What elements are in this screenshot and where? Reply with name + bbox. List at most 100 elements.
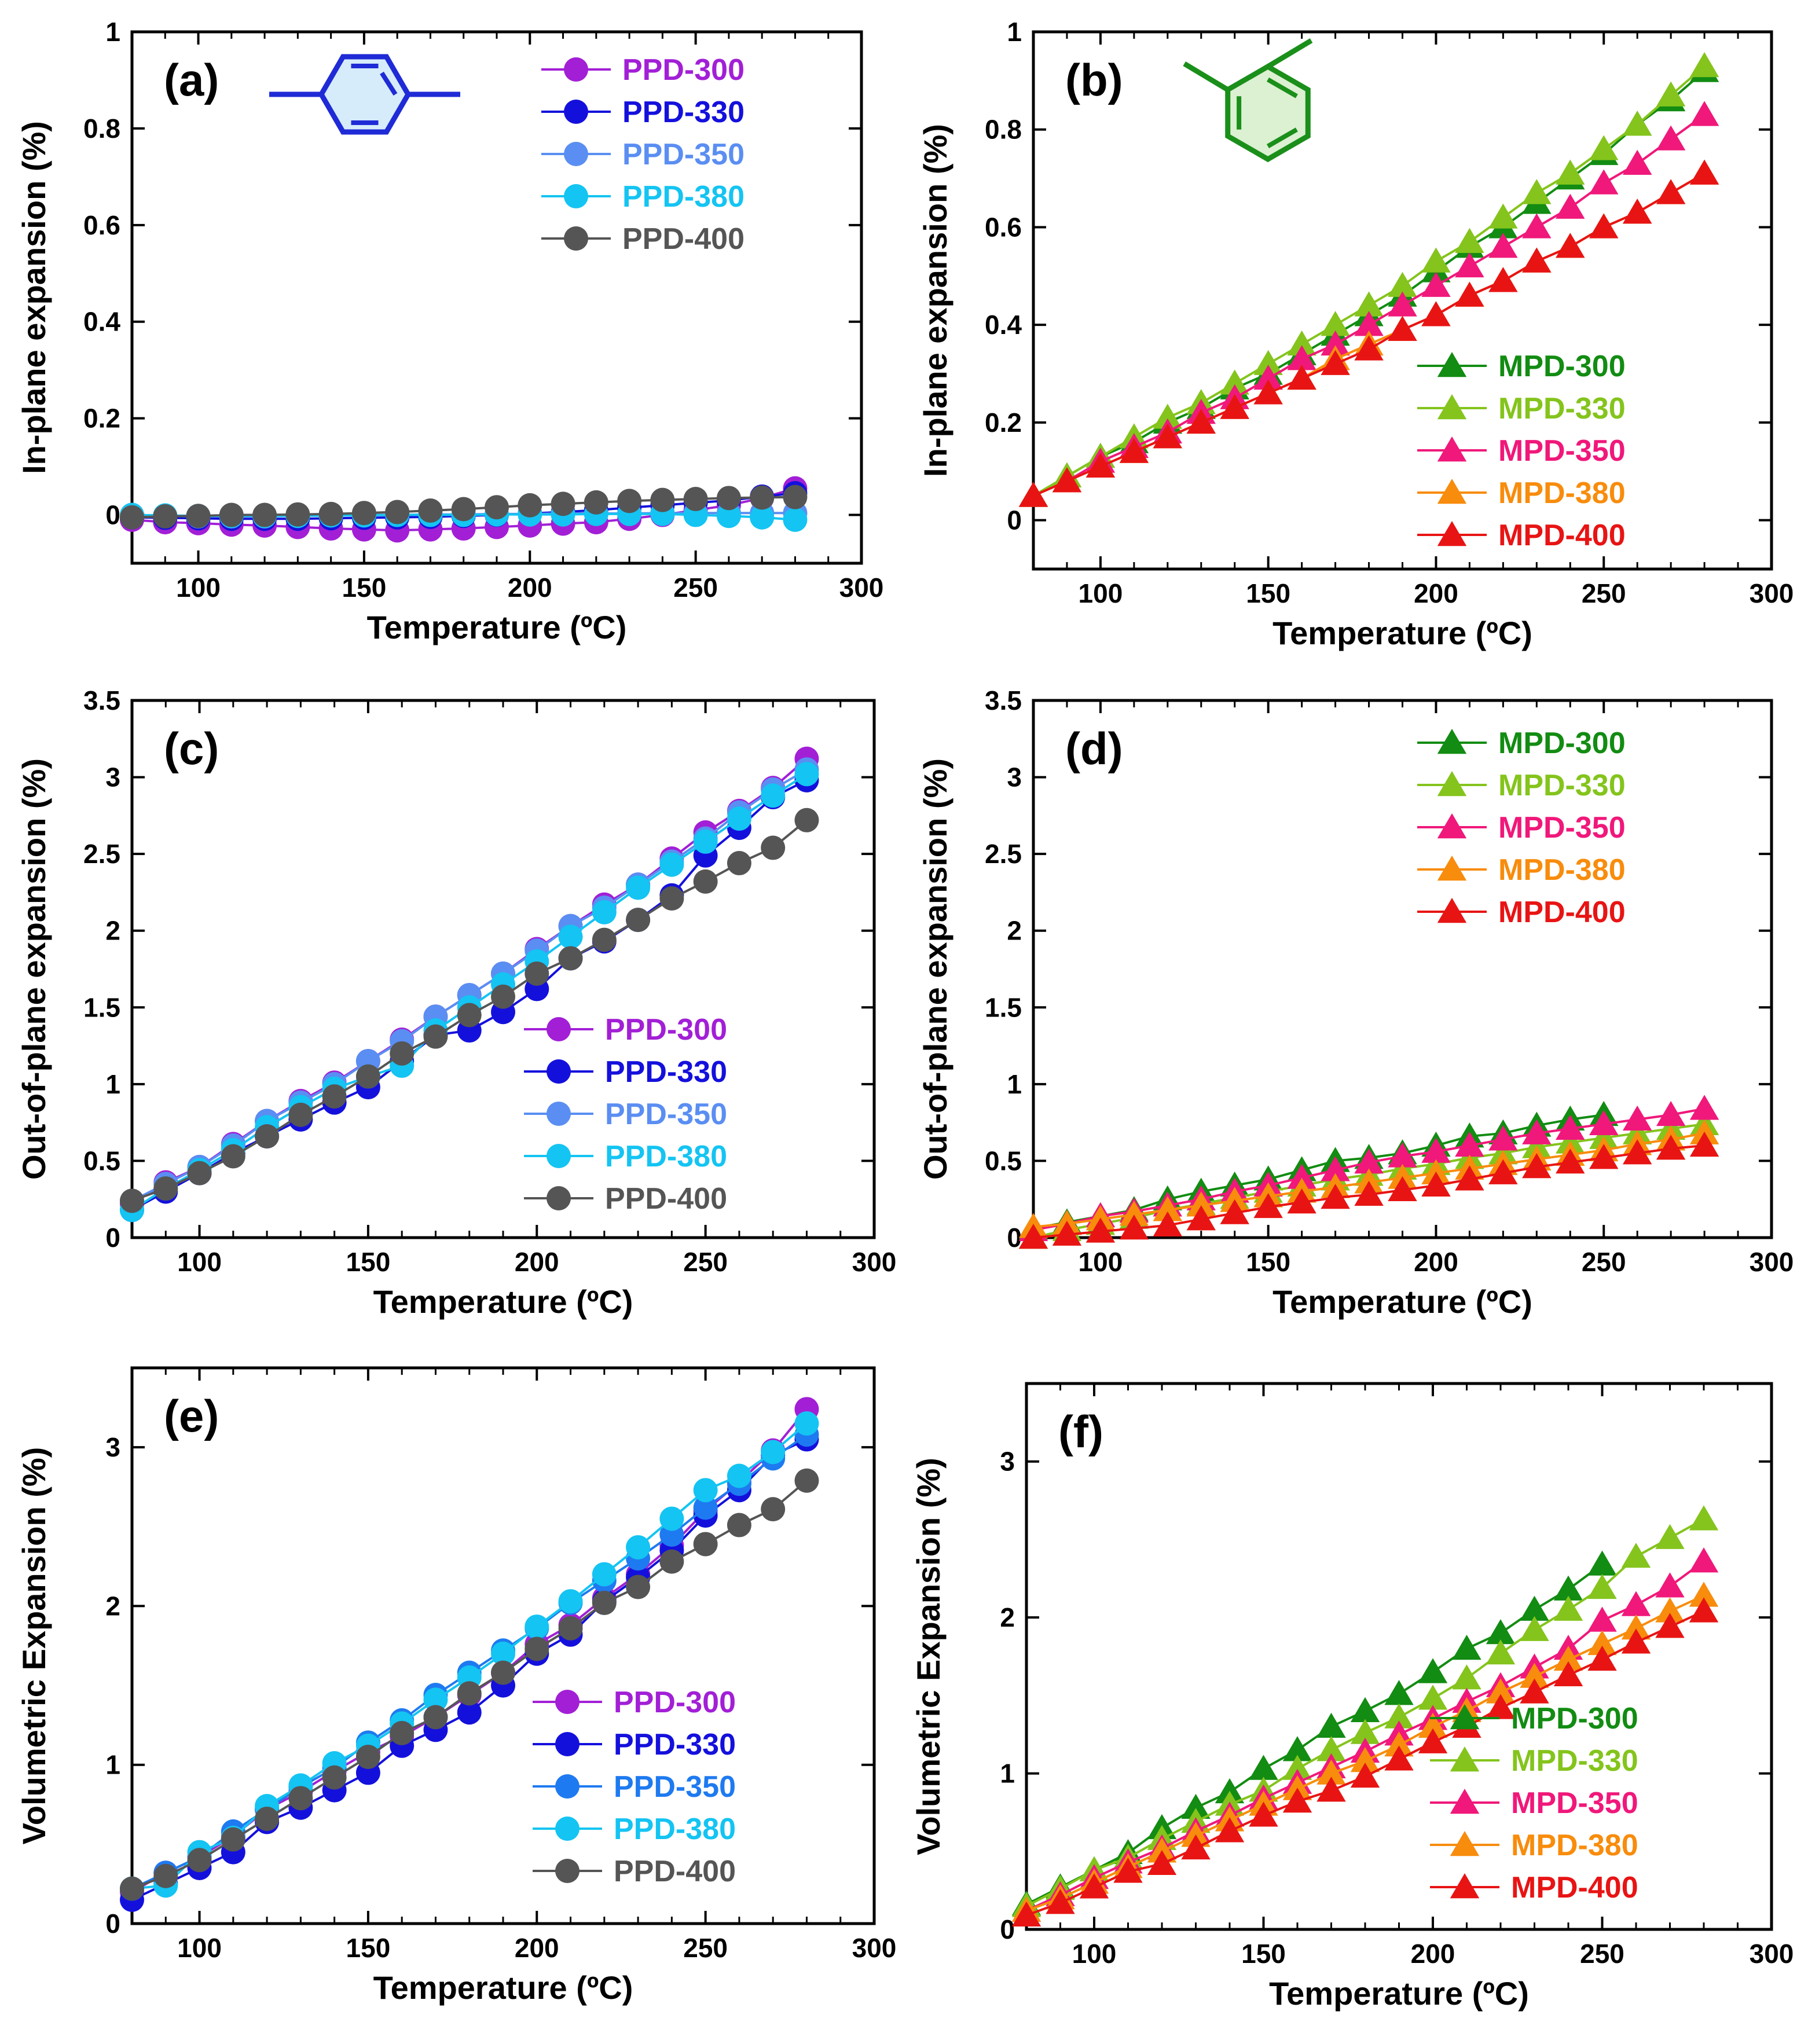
x-tick-label: 200 (1414, 1247, 1458, 1277)
data-point-mpd-300 (1553, 1575, 1583, 1601)
data-point-mpd-400 (1488, 267, 1518, 292)
data-point-ppd-380 (626, 1535, 651, 1559)
data-point-ppd-400 (626, 908, 651, 933)
data-point-mpd-300 (1181, 1793, 1211, 1819)
legend-marker (547, 1186, 571, 1210)
data-point-mpd-380 (1486, 1678, 1516, 1704)
y-tick-label: 0.6 (985, 212, 1022, 242)
data-point-mpd-400 (1253, 1192, 1283, 1219)
data-point-mpd-400 (1153, 1211, 1183, 1236)
legend-entry: PPD-330 (622, 96, 745, 129)
data-point-ppd-400 (727, 851, 751, 876)
data-point-ppd-400 (659, 886, 684, 911)
data-point-ppd-400 (491, 1660, 515, 1685)
data-point-ppd-400 (255, 1806, 280, 1831)
data-point-mpd-330 (1421, 247, 1451, 273)
panel-label: (f) (1058, 1406, 1103, 1457)
y-tick-label: 0.2 (985, 408, 1022, 438)
x-tick-label: 250 (683, 1933, 728, 1963)
data-point-ppd-400 (457, 1003, 482, 1027)
data-point-mpd-330 (1388, 271, 1417, 297)
data-point-ppd-400 (120, 1188, 144, 1213)
series-mpd-400 (1018, 1131, 1719, 1249)
y-tick-label: 1 (105, 1069, 120, 1099)
legend: MPD-300 MPD-330 MPD-350 MPD-380 MPD-400 (1417, 726, 1626, 929)
data-point-mpd-400 (1556, 1148, 1585, 1174)
data-point-mpd-330 (1655, 1524, 1685, 1549)
data-point-mpd-400 (1553, 1661, 1583, 1687)
data-point-ppd-400 (457, 1681, 482, 1706)
x-tick-label: 200 (1411, 1939, 1455, 1969)
legend-marker (564, 142, 588, 166)
series-ppd-400 (120, 1468, 819, 1901)
data-point-ppd-400 (187, 1161, 212, 1186)
y-tick-label: 1 (1007, 17, 1022, 47)
data-point-mpd-400 (1522, 247, 1552, 273)
data-point-ppd-400 (385, 500, 410, 524)
data-point-mpd-300 (1452, 1635, 1481, 1660)
legend-marker (1450, 1704, 1480, 1730)
data-point-ppd-400 (186, 504, 211, 529)
data-point-ppd-400 (252, 502, 277, 527)
y-tick-label: 0 (1007, 505, 1022, 535)
data-point-mpd-350 (1354, 1148, 1384, 1174)
data-point-ppd-380 (727, 806, 751, 831)
data-point-mpd-400 (1350, 1762, 1380, 1788)
data-point-mpd-350 (1388, 291, 1417, 317)
data-point-mpd-400 (1622, 199, 1652, 224)
data-point-ppd-400 (390, 1041, 415, 1066)
data-point-mpd-400 (1689, 159, 1719, 185)
data-point-ppd-380 (491, 1641, 515, 1666)
plot-frame (1025, 1382, 1773, 1931)
data-point-ppd-400 (558, 1616, 583, 1641)
data-point-mpd-400 (1556, 233, 1585, 258)
data-point-ppd-400 (221, 1827, 245, 1852)
data-point-mpd-400 (1421, 1171, 1451, 1197)
data-point-mpd-400 (1018, 1224, 1048, 1249)
y-tick-label: 0.4 (83, 307, 120, 337)
data-point-mpd-400 (1119, 438, 1149, 463)
data-point-mpd-400 (1520, 1678, 1549, 1704)
y-tick-label: 1.5 (985, 992, 1022, 1022)
data-point-mpd-400 (1589, 213, 1619, 238)
data-point-mpd-330 (1354, 291, 1384, 317)
x-tick-label: 150 (342, 573, 387, 603)
data-point-ppd-380 (716, 504, 741, 529)
panel-f: 100 150 200 250 300 0 1 2 3 Temperature (ºC) Volum… (910, 1382, 1794, 2012)
data-point-mpd-330 (1220, 369, 1249, 395)
data-point-ppd-400 (322, 1084, 347, 1109)
legend-entry: MPD-330 (1498, 769, 1626, 802)
data-point-ppd-400 (525, 961, 549, 986)
data-point-ppd-400 (617, 489, 642, 513)
data-point-mpd-350 (1621, 1591, 1651, 1616)
legend-entry: MPD-300 (1498, 350, 1626, 383)
data-point-ppd-400 (485, 495, 509, 520)
data-point-ppd-380 (727, 1463, 751, 1488)
data-point-mpd-400 (1181, 1834, 1211, 1860)
data-point-mpd-400 (1186, 1205, 1216, 1231)
data-point-ppd-400 (650, 487, 675, 512)
y-axis-label: Volumetric Expansion (%) (16, 1447, 52, 1845)
legend-marker (1437, 436, 1467, 462)
x-tick-label: 200 (1414, 578, 1458, 608)
data-point-mpd-400 (1147, 1849, 1177, 1876)
x-tick-label: 150 (346, 1933, 391, 1963)
data-point-mpd-350 (1656, 125, 1686, 151)
y-tick-label: 3 (1007, 762, 1022, 792)
y-tick-label: 2 (105, 1591, 120, 1621)
data-point-mpd-400 (1354, 1180, 1384, 1206)
data-point-mpd-380 (1689, 1581, 1719, 1607)
panel-e: 100 150 200 250 300 0 1 2 3 Temperature (ºC) Volum… (16, 1366, 896, 2006)
data-point-mpd-330 (1287, 330, 1316, 356)
data-point-mpd-400 (1689, 1597, 1719, 1623)
data-point-mpd-380 (1316, 1759, 1346, 1785)
data-point-mpd-400 (1079, 1873, 1109, 1899)
data-point-mpd-400 (1085, 452, 1116, 478)
legend: MPD-300 MPD-330 MPD-350 MPD-380 MPD-400 (1417, 350, 1626, 552)
data-point-ppd-380 (750, 505, 775, 530)
data-point-ppd-400 (423, 1705, 448, 1730)
series-mpd-400 (1011, 1597, 1719, 1926)
legend-marker (564, 100, 588, 124)
data-point-mpd-400 (1418, 1728, 1448, 1753)
